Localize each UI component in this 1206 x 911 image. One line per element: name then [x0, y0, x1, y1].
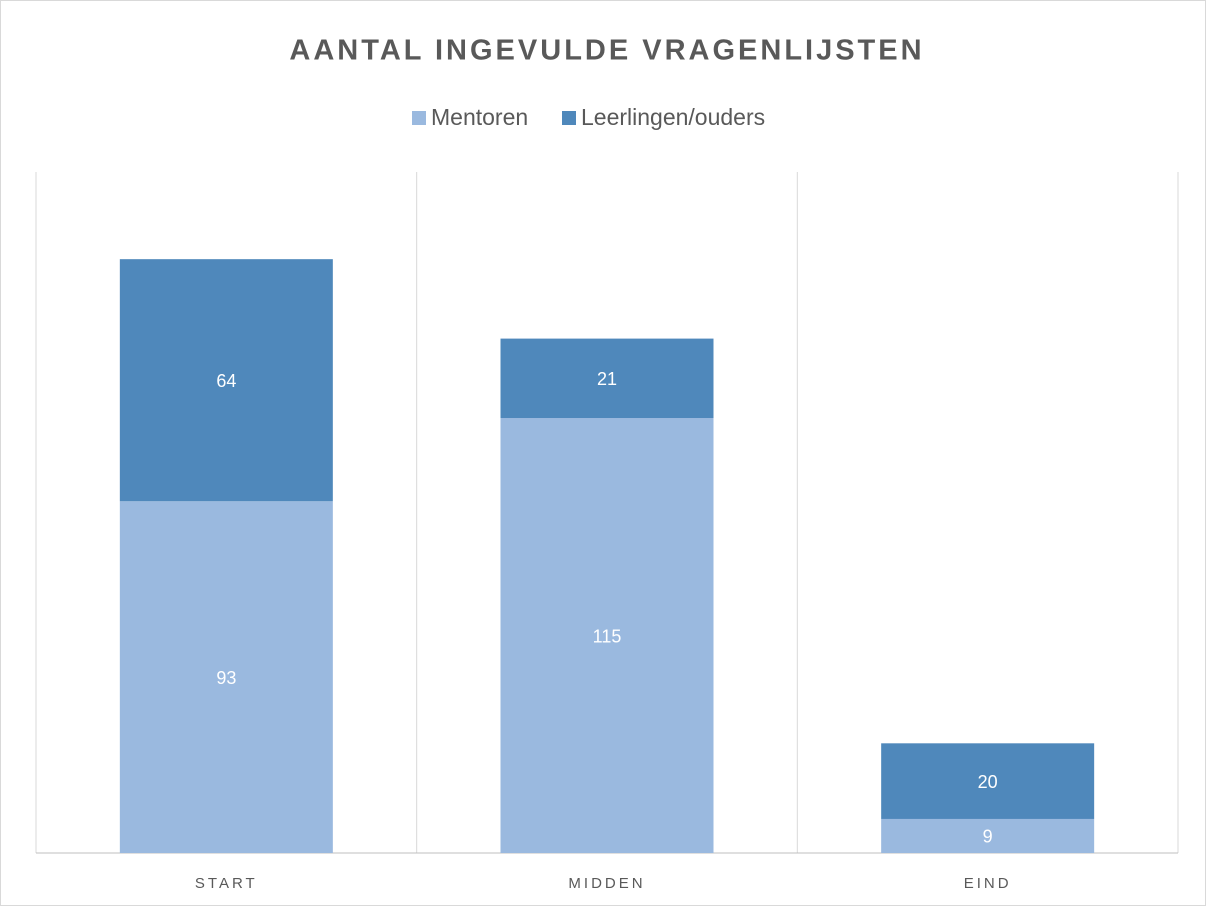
data-label: 21: [597, 369, 617, 389]
bar-segment: [881, 818, 1095, 853]
bar-segment: [500, 418, 714, 853]
bar-segment: [119, 259, 333, 502]
data-label: 64: [216, 371, 236, 391]
bar-segment: [119, 501, 333, 853]
x-tick-label: MIDDEN: [568, 875, 645, 892]
data-label: 9: [983, 827, 993, 847]
legend-label: Leerlingen/ouders: [581, 104, 765, 130]
legend-swatch: [562, 111, 576, 125]
bar-segment: [500, 338, 714, 419]
legend-swatch: [412, 111, 426, 125]
legend-label: Mentoren: [431, 104, 528, 130]
x-tick-label: START: [195, 875, 258, 892]
chart-title: AANTAL INGEVULDE VRAGENLIJSTEN: [289, 35, 924, 67]
data-label: 93: [216, 668, 236, 688]
x-tick-label: EIND: [964, 875, 1012, 892]
bar-segment: [881, 743, 1095, 819]
data-label: 20: [978, 772, 998, 792]
data-label: 115: [593, 626, 622, 646]
